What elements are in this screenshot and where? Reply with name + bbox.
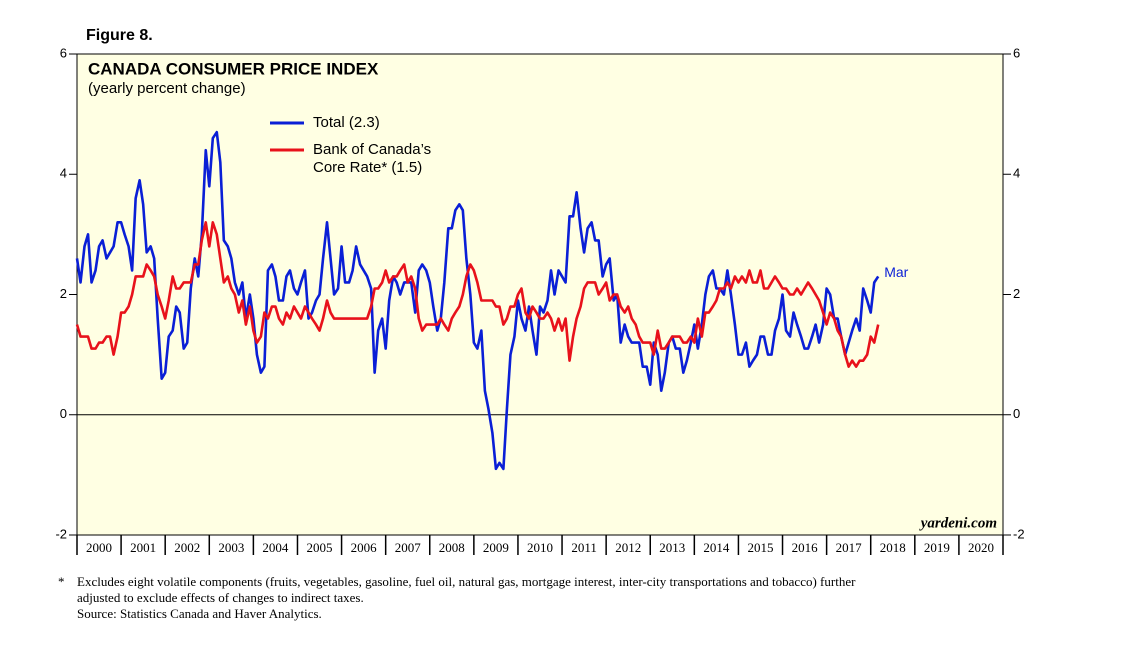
legend-label: Total (2.3) (313, 114, 380, 131)
series-line (75, 221, 880, 368)
y-tick-label: 4 (60, 166, 67, 181)
source: Source: Statistics Canada and Haver Anal… (77, 606, 322, 621)
x-tick-label: 2001 (130, 540, 156, 555)
figure-label: Figure 8. (86, 27, 153, 44)
chart-title: CANADA CONSUMER PRICE INDEX (88, 59, 379, 78)
y2-tick-label: 4 (1013, 166, 1020, 181)
x-tick-label: 2000 (86, 540, 112, 555)
x-tick-label: 2018 (880, 540, 906, 555)
x-tick-label: 2006 (351, 540, 378, 555)
x-tick-label: 2013 (659, 540, 685, 555)
x-tick-label: 2016 (792, 540, 819, 555)
y-tick-label: 6 (60, 45, 67, 60)
y-tick-label: 0 (60, 406, 67, 421)
footnote-line: adjusted to exclude effects of changes t… (77, 590, 364, 605)
x-tick-label: 2003 (218, 540, 244, 555)
x-tick-label: 2007 (395, 540, 422, 555)
x-tick-label: 2012 (615, 540, 641, 555)
x-tick-label: 2020 (968, 540, 994, 555)
x-tick-label: 2014 (703, 540, 730, 555)
x-tick-label: 2008 (439, 540, 465, 555)
x-tick-label: 2017 (836, 540, 863, 555)
footnote-marker: * (58, 574, 65, 589)
x-tick-label: 2009 (483, 540, 509, 555)
y2-tick-label: 6 (1013, 45, 1020, 60)
x-tick-label: 2005 (307, 540, 333, 555)
y-tick-label: -2 (55, 526, 67, 541)
plot-area (76, 53, 1004, 536)
series-line (75, 130, 880, 471)
watermark: yardeni.com (919, 515, 997, 531)
x-tick-label: 2019 (924, 540, 950, 555)
x-tick-label: 2011 (571, 540, 597, 555)
y2-tick-label: 2 (1013, 286, 1020, 301)
y2-tick-label: 0 (1013, 406, 1020, 421)
x-tick-label: 2015 (747, 540, 773, 555)
x-tick-label: 2010 (527, 540, 553, 555)
x-tick-label: 2002 (174, 540, 200, 555)
y-tick-label: 2 (60, 286, 67, 301)
annotation: Mar (884, 264, 908, 280)
footnote-line: Excludes eight volatile components (frui… (77, 574, 856, 589)
y2-tick-label: -2 (1013, 526, 1025, 541)
x-tick-label: 2004 (262, 540, 289, 555)
chart-subtitle: (yearly percent change) (88, 80, 246, 97)
legend-label: Bank of Canada’s Core Rate* (1.5) (313, 141, 431, 176)
